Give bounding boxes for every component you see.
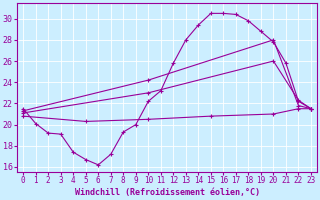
X-axis label: Windchill (Refroidissement éolien,°C): Windchill (Refroidissement éolien,°C) [75,188,260,197]
